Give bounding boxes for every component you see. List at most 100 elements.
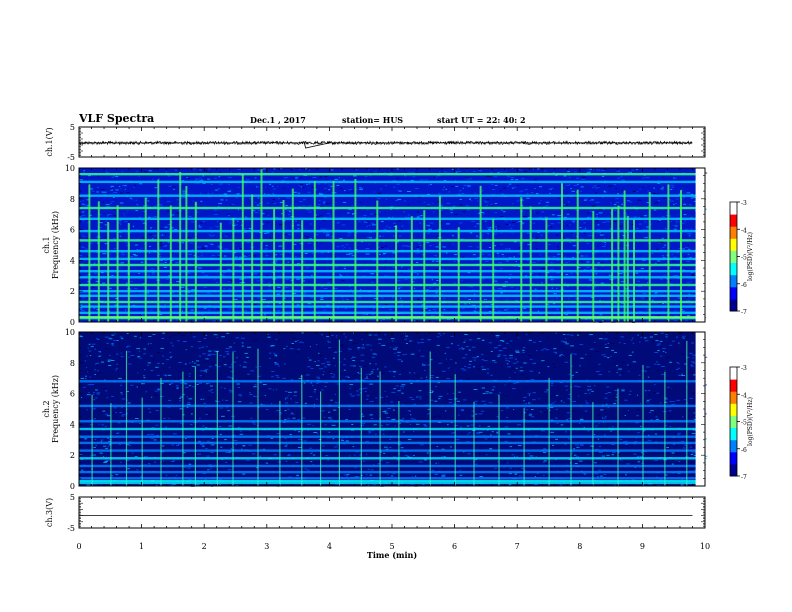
spectrogram-speckle (311, 186, 314, 188)
spectrogram-speckle (333, 192, 337, 194)
spectrogram-speckle (691, 433, 696, 435)
spectrogram-speckle (111, 334, 115, 336)
ch1-voltage-spike (79, 142, 693, 149)
spectrogram-speckle (459, 426, 463, 428)
spectrogram-speckle (200, 398, 203, 400)
spectrogram-speckle (151, 396, 153, 398)
spectrogram-speckle (108, 365, 112, 366)
spectrogram-speckle (228, 215, 230, 217)
spectrogram-speckle (619, 225, 623, 227)
spectrogram-speckle (557, 215, 562, 217)
spectrogram-speckle (643, 453, 645, 455)
spectrogram-speckle (612, 426, 614, 428)
spectrogram-speckle (480, 170, 483, 172)
spectrogram-speckle (381, 254, 385, 256)
spectrogram-speckle (486, 238, 489, 240)
spectrogram-speckle (665, 303, 668, 305)
spectrogram-speckle (689, 446, 692, 448)
spectrogram-speckle (500, 232, 503, 234)
spectrogram-speckle (419, 216, 421, 217)
spectrogram-speckle (382, 241, 385, 243)
spectrogram-speckle (208, 168, 211, 170)
spectrogram-speckle (530, 416, 535, 418)
spectrogram-speckle (220, 199, 224, 201)
spectrogram-speckle (476, 432, 479, 434)
spectrogram-speckle (531, 304, 533, 306)
spectrogram-speckle (488, 247, 492, 248)
spectrogram-speckle (382, 235, 384, 237)
spectrogram-speckle (644, 185, 646, 187)
spectrogram-speckle (660, 332, 664, 334)
spectrogram-speckle (383, 228, 386, 230)
spectrogram-speckle (685, 350, 687, 352)
spectrogram-speckle (511, 187, 514, 189)
spectrogram-speckle (436, 336, 439, 338)
spectrogram-speckle (527, 232, 531, 234)
spectrogram-speckle (598, 212, 603, 214)
spectrogram-speckle (615, 292, 617, 294)
spectrogram-speckle (665, 335, 668, 337)
spectrogram-speckle (418, 336, 421, 338)
spectrogram-speckle (112, 175, 115, 177)
spectrogram-speckle (536, 193, 539, 195)
spectrogram-speckle (436, 201, 440, 203)
spectrogram-speckle (362, 460, 366, 462)
spectrogram-speckle (507, 185, 510, 187)
spectrogram-speckle (266, 232, 268, 234)
y-tick-label: -5 (67, 153, 75, 162)
spectrogram-speckle (390, 475, 394, 477)
spectrogram-speckle (223, 364, 227, 366)
spectrogram-speckle (613, 221, 617, 222)
spectrogram-speckle (537, 231, 540, 233)
spectrogram-speckle (495, 282, 499, 284)
spectrogram-speckle (445, 358, 447, 360)
spectrogram-speckle (167, 241, 170, 243)
spectrogram-speckle (89, 188, 93, 190)
spectrogram-speckle (438, 336, 440, 338)
spectrogram-speckle (393, 375, 395, 377)
spectrogram-speckle (207, 275, 209, 277)
spectrogram-speckle (289, 205, 293, 207)
spectrogram-speckle (129, 197, 132, 199)
spectrogram-speckle (371, 429, 374, 431)
spectrogram-speckle (219, 354, 222, 356)
spectrogram-speckle (333, 357, 336, 359)
spectrogram-speckle (657, 315, 661, 317)
spectrogram-speckle (331, 376, 336, 378)
spectrogram-speckle (642, 259, 647, 261)
spectrogram-speckle (327, 364, 331, 366)
spectrogram-speckle (640, 425, 642, 427)
spectrogram-speckle (410, 414, 412, 416)
spectrogram-speckle (127, 351, 131, 353)
spectrogram-speckle (111, 475, 114, 477)
spectrogram-speckle (400, 229, 404, 231)
spectrogram-speckle (435, 376, 439, 378)
spectrogram-speckle (292, 293, 296, 294)
spectrogram-speckle (471, 304, 476, 306)
spectrogram-speckle (396, 259, 398, 261)
spectrogram-speckle (197, 256, 200, 258)
spectrogram-speckle (534, 188, 536, 190)
spectrogram-speckle (642, 186, 646, 188)
spectrogram-speckle (595, 192, 598, 194)
spectrogram-speckle (418, 461, 423, 463)
spectrogram-speckle (616, 365, 619, 367)
spectrogram-speckle (156, 451, 161, 453)
spectrogram-speckle (135, 229, 139, 231)
spectrogram-speckle (671, 340, 675, 342)
spectrogram-speckle (329, 179, 331, 181)
spectrogram-speckle (407, 268, 411, 270)
spectrogram-speckle (304, 468, 308, 470)
spectrogram-speckle (198, 347, 201, 349)
spectrogram-speckle (469, 232, 473, 234)
burst-line (157, 179, 160, 322)
spectrogram-speckle (541, 282, 543, 284)
spectrogram-speckle (159, 313, 163, 315)
spectrogram-speckle (485, 299, 487, 301)
spectrogram-speckle (414, 303, 417, 305)
spectrogram-speckle (230, 204, 233, 206)
spectrogram-speckle (123, 278, 126, 280)
spectrogram-speckle (647, 368, 650, 370)
spectrogram-speckle (410, 353, 415, 355)
spectrogram-speckle (354, 454, 356, 456)
